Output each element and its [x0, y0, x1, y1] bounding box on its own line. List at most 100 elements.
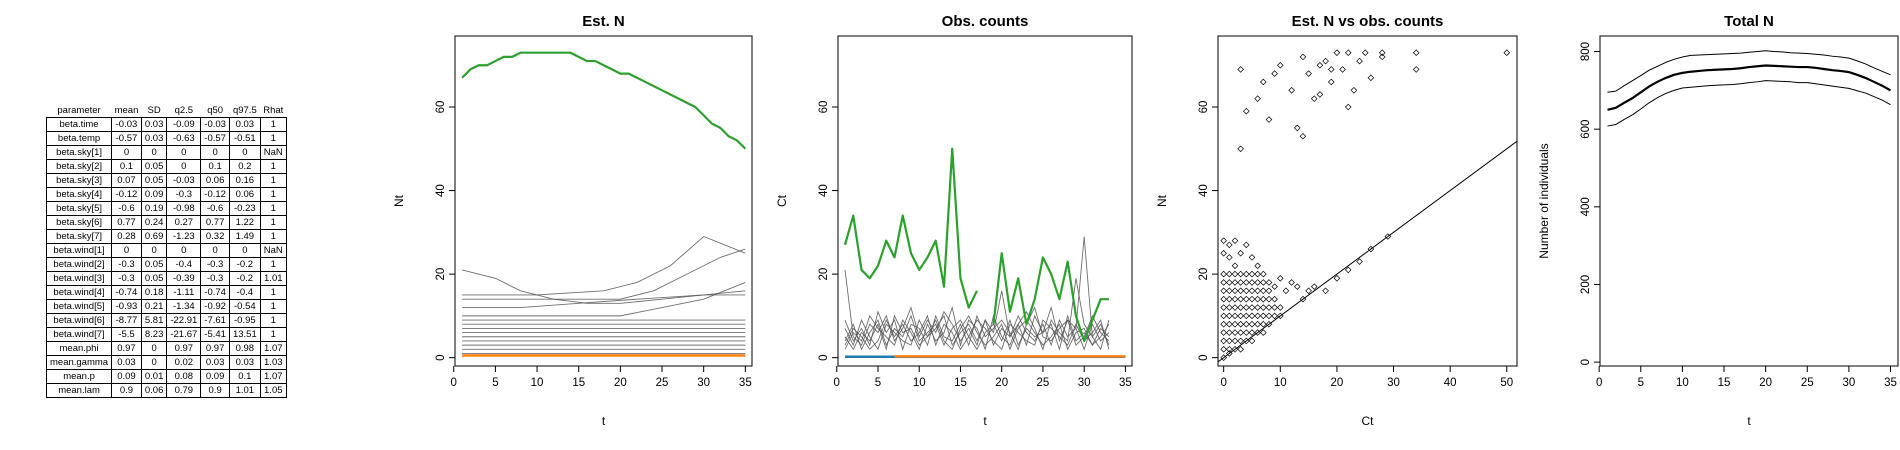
chart-panel-4: Total N 0 5 10 15 20 25 30 35 0 200 400 600 800 t Numbe… [1537, 13, 1899, 428]
scatter-point [1237, 320, 1244, 328]
table-cell: 1 [259, 173, 287, 188]
table-row: beta.sky[6] 0.77 0.24 0.27 0.77 1.22 1 [45, 215, 287, 230]
y-tick-label: 0 [1580, 359, 1592, 365]
y-tick-label: 200 [1580, 275, 1592, 294]
scatter-point [1327, 78, 1335, 86]
y-tick-label: 20 [1198, 268, 1210, 281]
table-row: beta.wind[7] -5.5 8.23 -21.67 -5.41 13.51 1 [45, 327, 287, 342]
scatter-point [1226, 304, 1233, 311]
scatter-point [1260, 329, 1267, 336]
scatter-point [1237, 249, 1244, 257]
scatter-point [1237, 337, 1244, 345]
table-row: beta.sky[1] 0 0 0 0 0 NaN [45, 145, 287, 160]
x-tick-label: 30 [1387, 377, 1400, 389]
scatter-point [1310, 95, 1318, 102]
x-tick-label: 35 [739, 377, 752, 389]
table-cell: 0.07 [111, 173, 142, 188]
x-tick-label: 10 [531, 377, 544, 389]
table-row: beta.wind[5] -0.93 0.21 -1.34 -0.92 -0.54 1 [45, 299, 287, 314]
scatter-point [1237, 270, 1244, 278]
scatter-point [1254, 304, 1261, 311]
y-tick-label: 60 [1198, 101, 1210, 114]
scatter-point [1344, 266, 1352, 274]
plot-frame [1217, 35, 1518, 367]
scatter-point [1231, 320, 1239, 328]
y-tick-label: 60 [435, 101, 447, 114]
scatter-point [1226, 337, 1233, 345]
scatter-point [1265, 312, 1273, 320]
scatter-point [1316, 91, 1324, 98]
table-cell: -5.5 [111, 327, 142, 342]
scatter-point [1243, 320, 1250, 328]
x-tick-label: 15 [572, 377, 585, 389]
scatter-point [1243, 312, 1250, 320]
scatter-point [1248, 312, 1256, 320]
y-tick-label: 20 [818, 268, 830, 281]
plot-frame [837, 35, 1133, 367]
series-line [992, 252, 1109, 343]
scatter-point [1260, 279, 1267, 286]
y-tick-label: 0 [435, 354, 447, 360]
plot-area [461, 51, 747, 357]
background-line [462, 248, 746, 300]
scatter-point [1288, 87, 1295, 94]
scatter-point [1503, 49, 1511, 57]
table-cell: 0.9 [111, 383, 142, 398]
x-tick-label: 10 [1274, 377, 1287, 389]
scatter-point [1220, 295, 1227, 303]
scatter-point [1237, 66, 1244, 73]
scatter-point [1322, 57, 1329, 65]
scatter-point [1220, 287, 1227, 295]
table-header-cell: q2.5 [174, 105, 194, 116]
scatter-point [1226, 279, 1233, 286]
scatter-point [1243, 329, 1250, 336]
x-tick-label: 10 [913, 377, 926, 389]
scatter-point [1243, 279, 1250, 286]
x-tick-label: 0 [1220, 377, 1226, 389]
x-tick-label: 15 [954, 377, 967, 389]
scatter-point [1260, 78, 1267, 86]
scatter-point [1265, 287, 1273, 295]
scatter-point [1254, 270, 1261, 278]
scatter-point [1276, 61, 1284, 69]
table-row: beta.sky[2] 0.1 0.05 0 0.1 0.2 1 [45, 159, 287, 174]
parameter-table: parameter mean SD q2.5 q50 q97.5 Rhat beta.tim… [45, 104, 287, 398]
scatter-point [1367, 74, 1375, 82]
scatter-point [1350, 87, 1358, 94]
scatter-point [1237, 345, 1244, 353]
series-line [843, 147, 978, 309]
chart-panel-2: Obs. counts 0 5 10 15 20 25 30 35 0 20 40 60 t Ct [775, 13, 1133, 428]
background-line [462, 235, 746, 296]
scatter-point [1412, 66, 1420, 73]
scatter-point [1243, 107, 1250, 115]
chart-title: Total N [1724, 13, 1774, 30]
table-row: beta.sky[5] -0.6 0.19 -0.98 -0.6 -0.23 1 [45, 201, 287, 216]
scatter-point [1271, 304, 1278, 311]
y-tick-label: 20 [435, 268, 447, 281]
background-line [844, 314, 1110, 351]
table-row: mean.p 0.09 0.01 0.08 0.09 0.1 1.07 [45, 369, 287, 384]
x-tick-label: 15 [1718, 377, 1731, 389]
scatter-point [1361, 49, 1369, 57]
table-row: beta.time -0.03 0.03 -0.09 -0.03 0.03 1 [45, 117, 287, 132]
series-line [1607, 50, 1891, 93]
scatter-point [1276, 304, 1284, 311]
table-header-cell: q97.5 [232, 105, 257, 116]
background-line [462, 282, 746, 317]
series-line [1607, 80, 1891, 127]
x-tick-label: 25 [1037, 377, 1050, 389]
scatter-point [1248, 295, 1256, 303]
scatter-point [1231, 287, 1239, 295]
table-row: beta.wind[4] -0.74 0.18 -1.11 -0.74 -0.4 1 [45, 285, 287, 300]
scatter-point [1237, 145, 1244, 153]
scatter-point [1226, 241, 1233, 249]
scatter-point [1254, 262, 1261, 270]
scatter-point [1271, 70, 1278, 77]
identity-line [1218, 140, 1517, 363]
scatter-point [1254, 95, 1261, 102]
parameter-name-cell: mean.lam [45, 383, 113, 398]
scatter-point [1310, 283, 1318, 290]
x-tick-label: 30 [1842, 377, 1855, 389]
table-cell: 1.05 [259, 383, 287, 398]
